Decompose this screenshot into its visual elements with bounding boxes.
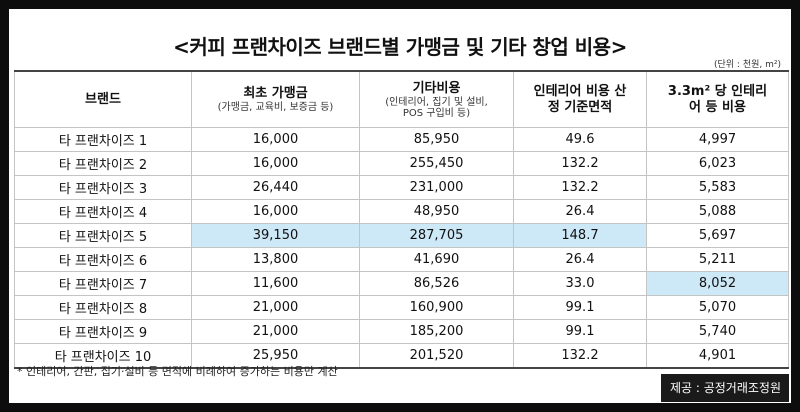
cell-other-cost: 185,200 [359, 319, 514, 344]
cell-per-area: 8,052 [646, 271, 789, 296]
cell-initial-fee: 26,440 [191, 175, 360, 200]
cell-brand: 타 프랜차이즈 3 [14, 175, 192, 200]
cell-area: 148.7 [513, 223, 647, 248]
cell-per-area: 4,901 [646, 343, 789, 369]
cell-brand: 타 프랜차이즈 10 [14, 343, 192, 369]
cell-brand: 타 프랜차이즈 7 [14, 271, 192, 296]
table-row: 타 프랜차이즈 5 39,150 287,705 148.7 5,697 [14, 223, 789, 248]
cell-brand: 타 프랜차이즈 8 [14, 295, 192, 320]
cell-initial-fee: 11,600 [191, 271, 360, 296]
cell-initial-fee: 25,950 [191, 343, 360, 369]
cell-other-cost: 85,950 [359, 127, 514, 152]
cell-initial-fee: 39,150 [191, 223, 360, 248]
cell-per-area: 5,088 [646, 199, 789, 224]
page-title: <커피 프랜차이즈 브랜드별 가맹금 및 기타 창업 비용> [173, 35, 627, 59]
cell-other-cost: 41,690 [359, 247, 514, 272]
table-row: 타 프랜차이즈 8 21,000 160,900 99.1 5,070 [14, 295, 789, 320]
cell-other-cost: 287,705 [359, 223, 514, 248]
cell-per-area: 5,697 [646, 223, 789, 248]
table-row: 타 프랜차이즈 10 25,950 201,520 132.2 4,901 [14, 343, 789, 369]
cell-area: 132.2 [513, 343, 647, 369]
cell-area: 26.4 [513, 199, 647, 224]
table-row: 타 프랜차이즈 4 16,000 48,950 26.4 5,088 [14, 199, 789, 224]
header-per-area: 3.3m² 당 인테리어 등 비용 [646, 70, 789, 128]
header-area: 인테리어 비용 산정 기준면적 [513, 70, 647, 128]
cell-area: 49.6 [513, 127, 647, 152]
cell-initial-fee: 21,000 [191, 319, 360, 344]
cell-brand: 타 프랜차이즈 1 [14, 127, 192, 152]
cell-initial-fee: 16,000 [191, 151, 360, 176]
cell-per-area: 5,211 [646, 247, 789, 272]
cell-per-area: 4,997 [646, 127, 789, 152]
table-row: 타 프랜차이즈 9 21,000 185,200 99.1 5,740 [14, 319, 789, 344]
cell-other-cost: 48,950 [359, 199, 514, 224]
cell-area: 132.2 [513, 151, 647, 176]
cell-other-cost: 86,526 [359, 271, 514, 296]
table-row: 타 프랜차이즈 2 16,000 255,450 132.2 6,023 [14, 151, 789, 176]
cost-table: 브랜드 최초 가맹금 (가맹금, 교육비, 보증금 등) 기타비용 (인테리어,… [14, 70, 789, 369]
cell-other-cost: 231,000 [359, 175, 514, 200]
cell-other-cost: 160,900 [359, 295, 514, 320]
header-other-cost: 기타비용 (인테리어, 집기 및 설비, POS 구입비 등) [359, 70, 514, 128]
cell-brand: 타 프랜차이즈 2 [14, 151, 192, 176]
cell-per-area: 5,583 [646, 175, 789, 200]
table-header-row: 브랜드 최초 가맹금 (가맹금, 교육비, 보증금 등) 기타비용 (인테리어,… [14, 70, 789, 128]
cell-other-cost: 201,520 [359, 343, 514, 369]
cell-area: 132.2 [513, 175, 647, 200]
cell-area: 99.1 [513, 295, 647, 320]
cell-area: 26.4 [513, 247, 647, 272]
cell-per-area: 5,740 [646, 319, 789, 344]
cell-initial-fee: 13,800 [191, 247, 360, 272]
cell-initial-fee: 21,000 [191, 295, 360, 320]
source-badge: 제공 : 공정거래조정원 [660, 374, 789, 402]
cell-brand: 타 프랜차이즈 9 [14, 319, 192, 344]
header-initial-fee: 최초 가맹금 (가맹금, 교육비, 보증금 등) [191, 70, 360, 128]
cell-per-area: 6,023 [646, 151, 789, 176]
header-brand: 브랜드 [14, 70, 192, 128]
table-row: 타 프랜차이즈 6 13,800 41,690 26.4 5,211 [14, 247, 789, 272]
table-row: 타 프랜차이즈 7 11,600 86,526 33.0 8,052 [14, 271, 789, 296]
cell-area: 33.0 [513, 271, 647, 296]
unit-note: (단위 : 천원, m²) [714, 60, 781, 70]
cell-brand: 타 프랜차이즈 6 [14, 247, 192, 272]
cell-per-area: 5,070 [646, 295, 789, 320]
cell-area: 99.1 [513, 319, 647, 344]
cell-brand: 타 프랜차이즈 5 [14, 223, 192, 248]
infographic-card: <커피 프랜차이즈 브랜드별 가맹금 및 기타 창업 비용> (단위 : 천원,… [9, 9, 791, 403]
cell-initial-fee: 16,000 [191, 199, 360, 224]
cell-other-cost: 255,450 [359, 151, 514, 176]
cell-initial-fee: 16,000 [191, 127, 360, 152]
footnote: * 인테리어, 간판, 집기·설비 등 면적에 비례하여 증가하는 비용만 계산 [17, 365, 338, 378]
cell-brand: 타 프랜차이즈 4 [14, 199, 192, 224]
table-row: 타 프랜차이즈 1 16,000 85,950 49.6 4,997 [14, 127, 789, 152]
table-row: 타 프랜차이즈 3 26,440 231,000 132.2 5,583 [14, 175, 789, 200]
